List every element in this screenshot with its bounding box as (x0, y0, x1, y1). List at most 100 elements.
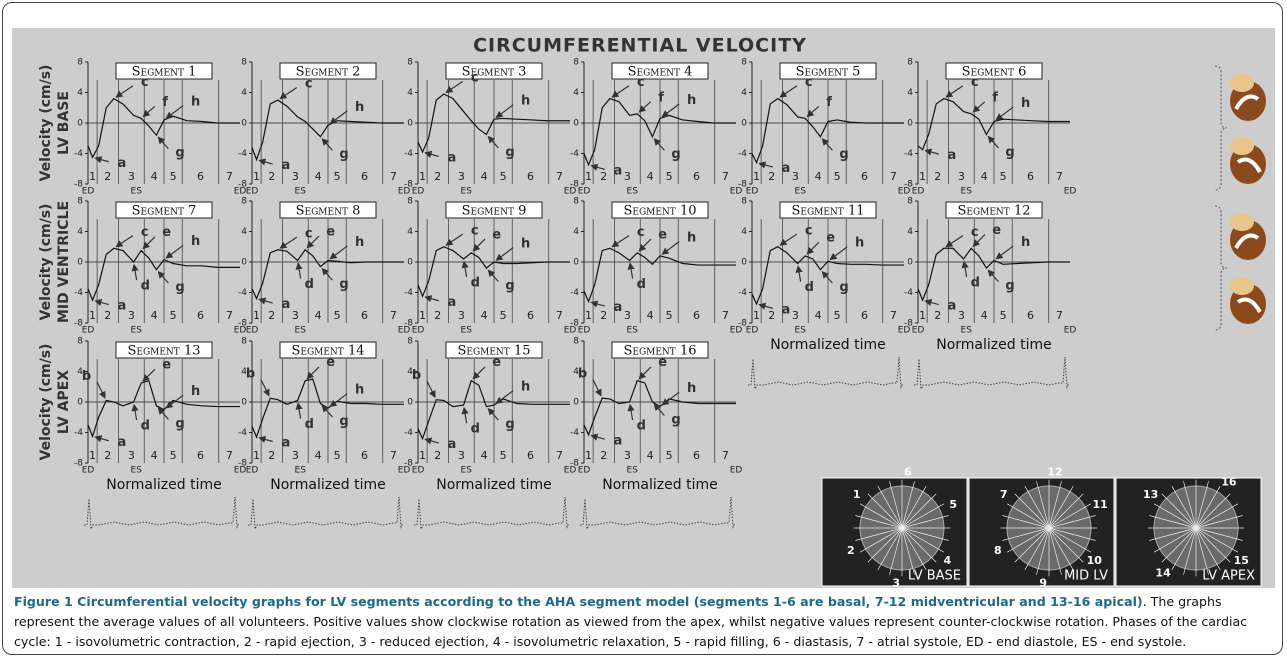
phase-label: 5 (500, 170, 507, 183)
velocity-line (251, 248, 404, 301)
spoke (901, 485, 927, 529)
annotation: g (839, 147, 848, 162)
segment-number: 5 (949, 498, 957, 511)
phase-label: 7 (1056, 170, 1063, 183)
annotation: a (118, 156, 127, 171)
title-box (611, 201, 709, 219)
ed-label: ED (564, 187, 577, 197)
chart-title: Segment 13 (127, 344, 200, 359)
phase-label: 6 (361, 309, 368, 322)
title-box (115, 62, 213, 80)
phase-label: 5 (666, 309, 673, 322)
spoke (1195, 515, 1243, 529)
annotation: d (805, 280, 814, 295)
y-tick-label: -4 (74, 149, 83, 159)
es-label: ES (461, 187, 473, 197)
heart-icons (1214, 65, 1266, 331)
annotation-arrow (424, 437, 439, 445)
annotation-arrow (321, 404, 333, 418)
spoke (901, 481, 915, 529)
es-label: ES (961, 187, 973, 197)
chart-title: Segment 5 (796, 65, 861, 80)
annotation-arrow (653, 403, 665, 416)
annotation-arrow (157, 270, 169, 284)
phase-label: 6 (361, 170, 368, 183)
annotation: b (82, 369, 91, 384)
phase-label: 2 (934, 170, 941, 183)
annotation: a (448, 295, 457, 310)
spoke (1048, 527, 1062, 575)
ed-label: ED (730, 326, 743, 336)
annotation: g (505, 145, 514, 160)
spoke (1048, 527, 1096, 541)
phase-label: 6 (693, 449, 700, 462)
annotation: e (992, 223, 1001, 238)
mri-image: 7 12 11 10 9 8 MID LV (968, 465, 1115, 590)
annotation: c (805, 75, 813, 90)
annotation: h (687, 230, 696, 245)
spoke (855, 515, 903, 529)
phase-label: 7 (722, 170, 729, 183)
phase-label: 4 (315, 309, 322, 322)
annotation: d (471, 275, 480, 290)
ed-label: ED (398, 187, 411, 197)
y-tick-label: 8 (407, 337, 413, 347)
annotation-arrow (461, 406, 469, 424)
annotation: g (339, 414, 348, 429)
annotation-arrow (821, 138, 833, 151)
spoke (877, 485, 903, 529)
mri-image: 1 6 5 4 3 2 LV BASE (821, 465, 968, 590)
annotation-arrow (653, 138, 665, 151)
chart-title: Segment 14 (291, 344, 364, 359)
phase-label: 6 (527, 449, 534, 462)
chart-title: Segment 4 (628, 65, 693, 80)
phase-label: 4 (481, 449, 488, 462)
y-axis-label: Velocity (cm/s) (38, 344, 54, 461)
caption-text: . The graphs represent the average value… (14, 594, 1248, 649)
spoke (1014, 493, 1050, 529)
y-tick-label: -8 (904, 319, 913, 329)
phase-label: 2 (768, 309, 775, 322)
title-box (445, 201, 543, 219)
spoke (1183, 527, 1197, 575)
phase-label: 1 (419, 170, 426, 183)
phase-label: 3 (128, 309, 135, 322)
y-tick-label: 0 (77, 119, 83, 129)
annotation: h (191, 234, 200, 249)
annotation: c (805, 223, 813, 238)
es-label: ES (627, 326, 639, 336)
annotation: a (782, 161, 791, 176)
y-tick-label: 8 (741, 197, 747, 207)
annotation-arrow (131, 403, 139, 421)
y-tick-label: -4 (904, 149, 913, 159)
y-tick-label: 0 (407, 258, 413, 268)
y-tick-label: -8 (404, 180, 413, 190)
spoke (1002, 515, 1050, 529)
annotation-arrow (279, 86, 298, 100)
phase-label: 1 (585, 449, 592, 462)
annotation-arrow (472, 366, 486, 380)
annotation: b (578, 367, 587, 382)
annotation-arrow (758, 302, 773, 310)
y-tick-label: 4 (77, 367, 83, 377)
phase-label: 5 (334, 449, 341, 462)
phase-label: 5 (1000, 309, 1007, 322)
annotation-arrow (472, 238, 486, 252)
spoke (901, 527, 945, 553)
spoke (1036, 527, 1050, 575)
annotation: g (839, 280, 848, 295)
ed-label: ED (82, 187, 95, 197)
annotation-arrow (445, 233, 464, 246)
phase-label: 2 (600, 309, 607, 322)
mri-image: 13 16 15 14 LV APEX (1115, 476, 1262, 587)
spoke (1048, 515, 1096, 529)
y-tick-label: -8 (738, 319, 747, 329)
phase-label: 1 (419, 449, 426, 462)
phase-label: 7 (1056, 309, 1063, 322)
y-tick-label: 8 (573, 337, 579, 347)
phase-label: 2 (268, 170, 275, 183)
spoke (889, 481, 903, 529)
phase-label: 4 (481, 170, 488, 183)
spoke (867, 493, 903, 529)
annotation-arrow (590, 433, 605, 441)
